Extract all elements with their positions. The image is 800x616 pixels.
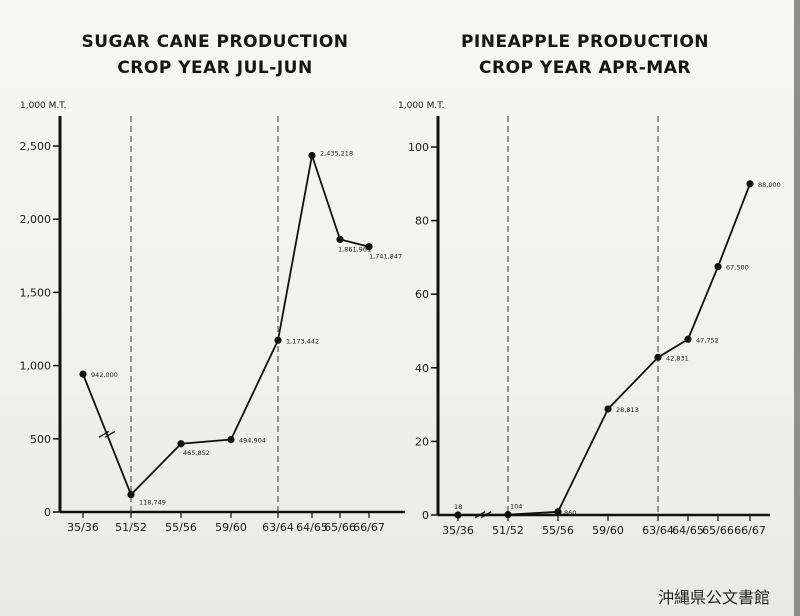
sugar-data-point (308, 151, 316, 160)
sugar-y-tick-label: 500 (30, 433, 51, 446)
archive-watermark: 沖縄県公文書館 (657, 588, 770, 607)
sugar-y-unit-label: 1,000 M.T. (20, 101, 67, 111)
pineapple-break-marker (474, 511, 492, 519)
pineapple-data-label: 42,831 (666, 354, 689, 362)
pineapple-x-tick-label: 59/60 (592, 524, 624, 537)
pineapple-x-tick-label: 64/65 (672, 524, 704, 537)
pineapple-chart-subtitle: CROP YEAR APR-MAR (479, 58, 691, 78)
sugar-x-tick-label: 63/64 (262, 521, 294, 534)
sugar-x-tick-label: 55/56 (165, 521, 197, 534)
pineapple-data-label: 18 (454, 503, 462, 511)
sugar-x-tick-label: 66/67 (353, 521, 385, 534)
sugar-y-tick-label: 1,000 (20, 360, 52, 373)
sugar-data-label: 465,852 (183, 449, 210, 457)
sugar-data-label: 1,741,847 (369, 253, 402, 261)
pineapple-data-point (604, 405, 612, 413)
sugar-x-tick-label: 64/65 (296, 521, 328, 534)
pineapple-data-point (746, 180, 754, 188)
sugar-data-point (127, 490, 135, 499)
sugar-data-point (177, 440, 185, 448)
pineapple-chart-title: PINEAPPLE PRODUCTION (460, 32, 710, 52)
sugar-data-point (336, 235, 344, 244)
pineapple-data-point (684, 335, 692, 343)
pineapple-data-point (504, 511, 512, 519)
pineapple-data-point (654, 353, 662, 361)
pineapple-break-stroke (474, 511, 486, 519)
pineapple-x-tick-label: 35/36 (442, 524, 474, 537)
pineapple-x-tick-label: 65/66 (702, 524, 734, 537)
sugar-data-label: 2,435,218 (320, 150, 353, 158)
sugar-data-label: 118,749 (139, 499, 166, 507)
pineapple-y-tick-label: 100 (408, 141, 429, 154)
pineapple-y-tick-label: 60 (415, 288, 429, 301)
sugar-chart-title: SUGAR CANE PRODUCTION (81, 32, 349, 52)
pineapple-y-tick-label: 80 (415, 215, 429, 228)
pineapple-data-label: 67,500 (726, 264, 749, 272)
pineapple-data-label: 860 (564, 509, 576, 517)
sugar-data-label: 1,861,961 (338, 245, 371, 253)
pineapple-data-label: 47,752 (696, 336, 719, 344)
pineapple-break-stroke (480, 511, 492, 519)
sugar-data-point (227, 435, 235, 444)
pineapple-data-label: 104 (510, 503, 522, 511)
pineapple-data-point (454, 511, 462, 519)
pineapple-x-tick-label: 66/67 (734, 524, 766, 537)
sugar-data-label: 494,904 (239, 437, 266, 445)
sugar-x-tick-label: 65/66 (324, 521, 356, 534)
sugar-data-point (79, 370, 87, 378)
sugar-chart-subtitle: CROP YEAR JUL-JUN (117, 58, 313, 78)
sugar-x-tick-label: 59/60 (215, 521, 247, 534)
sugar-y-tick-label: 0 (44, 506, 51, 519)
pineapple-y-tick-label: 40 (415, 362, 429, 375)
sugar-x-tick-label: 51/52 (115, 521, 147, 534)
sugar-y-tick-label: 2,000 (20, 213, 52, 226)
sugar-data-label: 942,000 (91, 371, 118, 379)
sugar-data-point (274, 336, 282, 344)
pineapple-data-point (554, 508, 562, 516)
pineapple-y-unit-label: 1,000 M.T. (398, 101, 445, 111)
sugar-y-tick-label: 1,500 (20, 286, 52, 299)
sugar-break-stroke (104, 430, 116, 438)
sugar-break-stroke (98, 430, 110, 438)
pineapple-x-tick-label: 55/56 (542, 524, 574, 537)
pineapple-series-line (457, 183, 751, 516)
pineapple-x-tick-label: 63/64 (642, 524, 674, 537)
pineapple-x-tick-label: 51/52 (492, 524, 524, 537)
pineapple-chart: 1,000 M.T. 0 20 40 60 80 100 35/36 51/52 55/56 59/… (398, 101, 781, 537)
pineapple-y-tick-label: 0 (422, 509, 429, 522)
sugar-series-line (82, 155, 370, 497)
pineapple-data-point (714, 263, 722, 271)
sugar-data-label: 1,173,442 (286, 337, 319, 345)
pineapple-data-label: 28,813 (616, 406, 639, 414)
sugar-chart: 1,000 M.T. 0 500 1,000 1,500 2,000 2,500 35/36 5… (20, 101, 405, 534)
sugar-x-tick-label: 35/36 (67, 521, 99, 534)
sugar-break-marker (98, 430, 116, 438)
sugar-y-tick-label: 2,500 (20, 140, 52, 153)
pineapple-data-label: 88,000 (758, 181, 781, 189)
pineapple-y-tick-label: 20 (415, 435, 429, 448)
sugar-data-point (365, 243, 373, 251)
